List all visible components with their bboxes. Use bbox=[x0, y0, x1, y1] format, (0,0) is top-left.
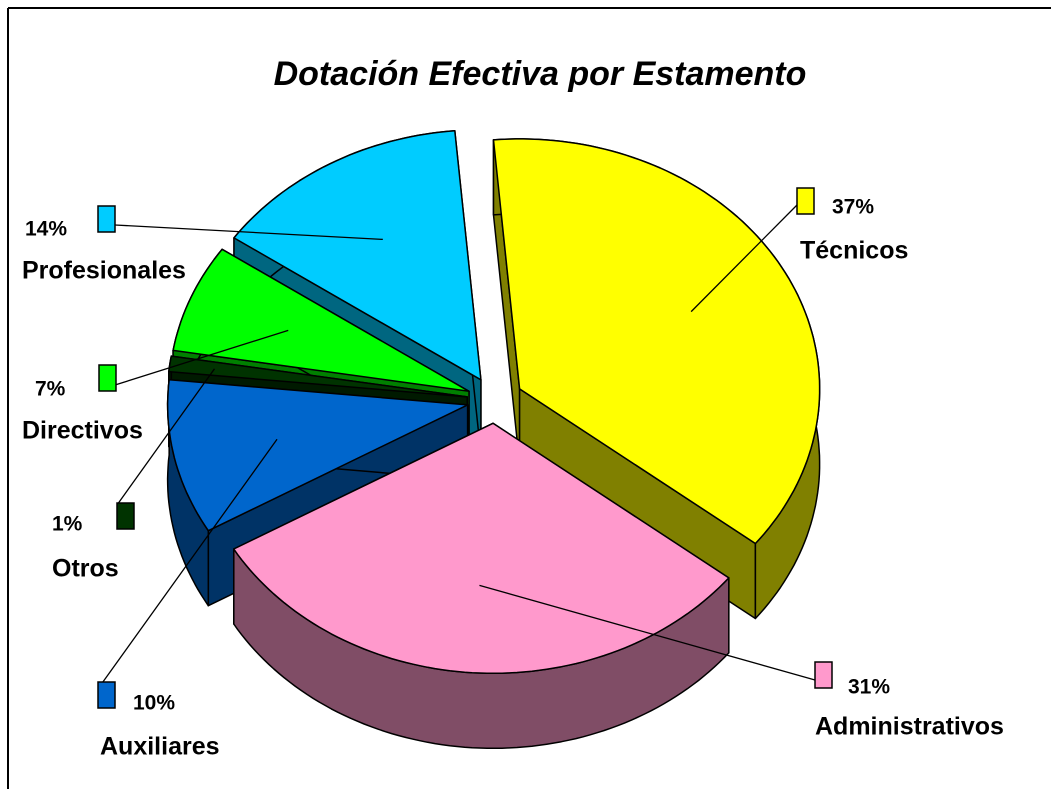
data-label: 37% bbox=[832, 196, 874, 219]
data-label: 7% bbox=[35, 378, 66, 401]
legend-swatch bbox=[97, 681, 116, 709]
slice bbox=[233, 422, 730, 675]
leader-line bbox=[114, 329, 289, 386]
category-label: Otros bbox=[52, 555, 119, 583]
leader-line bbox=[114, 224, 383, 241]
legend-swatch bbox=[98, 364, 117, 392]
category-label: Profesionales bbox=[22, 257, 186, 285]
legend-swatch bbox=[814, 661, 833, 689]
data-label: 1% bbox=[52, 513, 83, 536]
category-label: Técnicos bbox=[800, 237, 908, 265]
category-label: Auxiliares bbox=[100, 733, 220, 761]
slice bbox=[492, 138, 821, 545]
slice bbox=[166, 378, 469, 532]
slice bbox=[233, 130, 482, 381]
leader-line bbox=[690, 204, 798, 313]
leader-line bbox=[99, 438, 278, 687]
data-label: 14% bbox=[25, 218, 67, 241]
leader-line bbox=[116, 368, 216, 506]
legend-swatch bbox=[116, 502, 135, 530]
chart-title: Dotación Efectiva por Estamento bbox=[274, 55, 807, 93]
slice bbox=[168, 355, 468, 398]
data-label: 31% bbox=[848, 676, 890, 699]
category-label: Administrativos bbox=[815, 713, 1004, 741]
data-label: 10% bbox=[133, 692, 175, 715]
slice bbox=[172, 248, 470, 393]
leader-line bbox=[479, 584, 816, 681]
category-label: Directivos bbox=[22, 417, 143, 445]
legend-swatch bbox=[97, 205, 116, 233]
legend-swatch bbox=[796, 187, 815, 215]
